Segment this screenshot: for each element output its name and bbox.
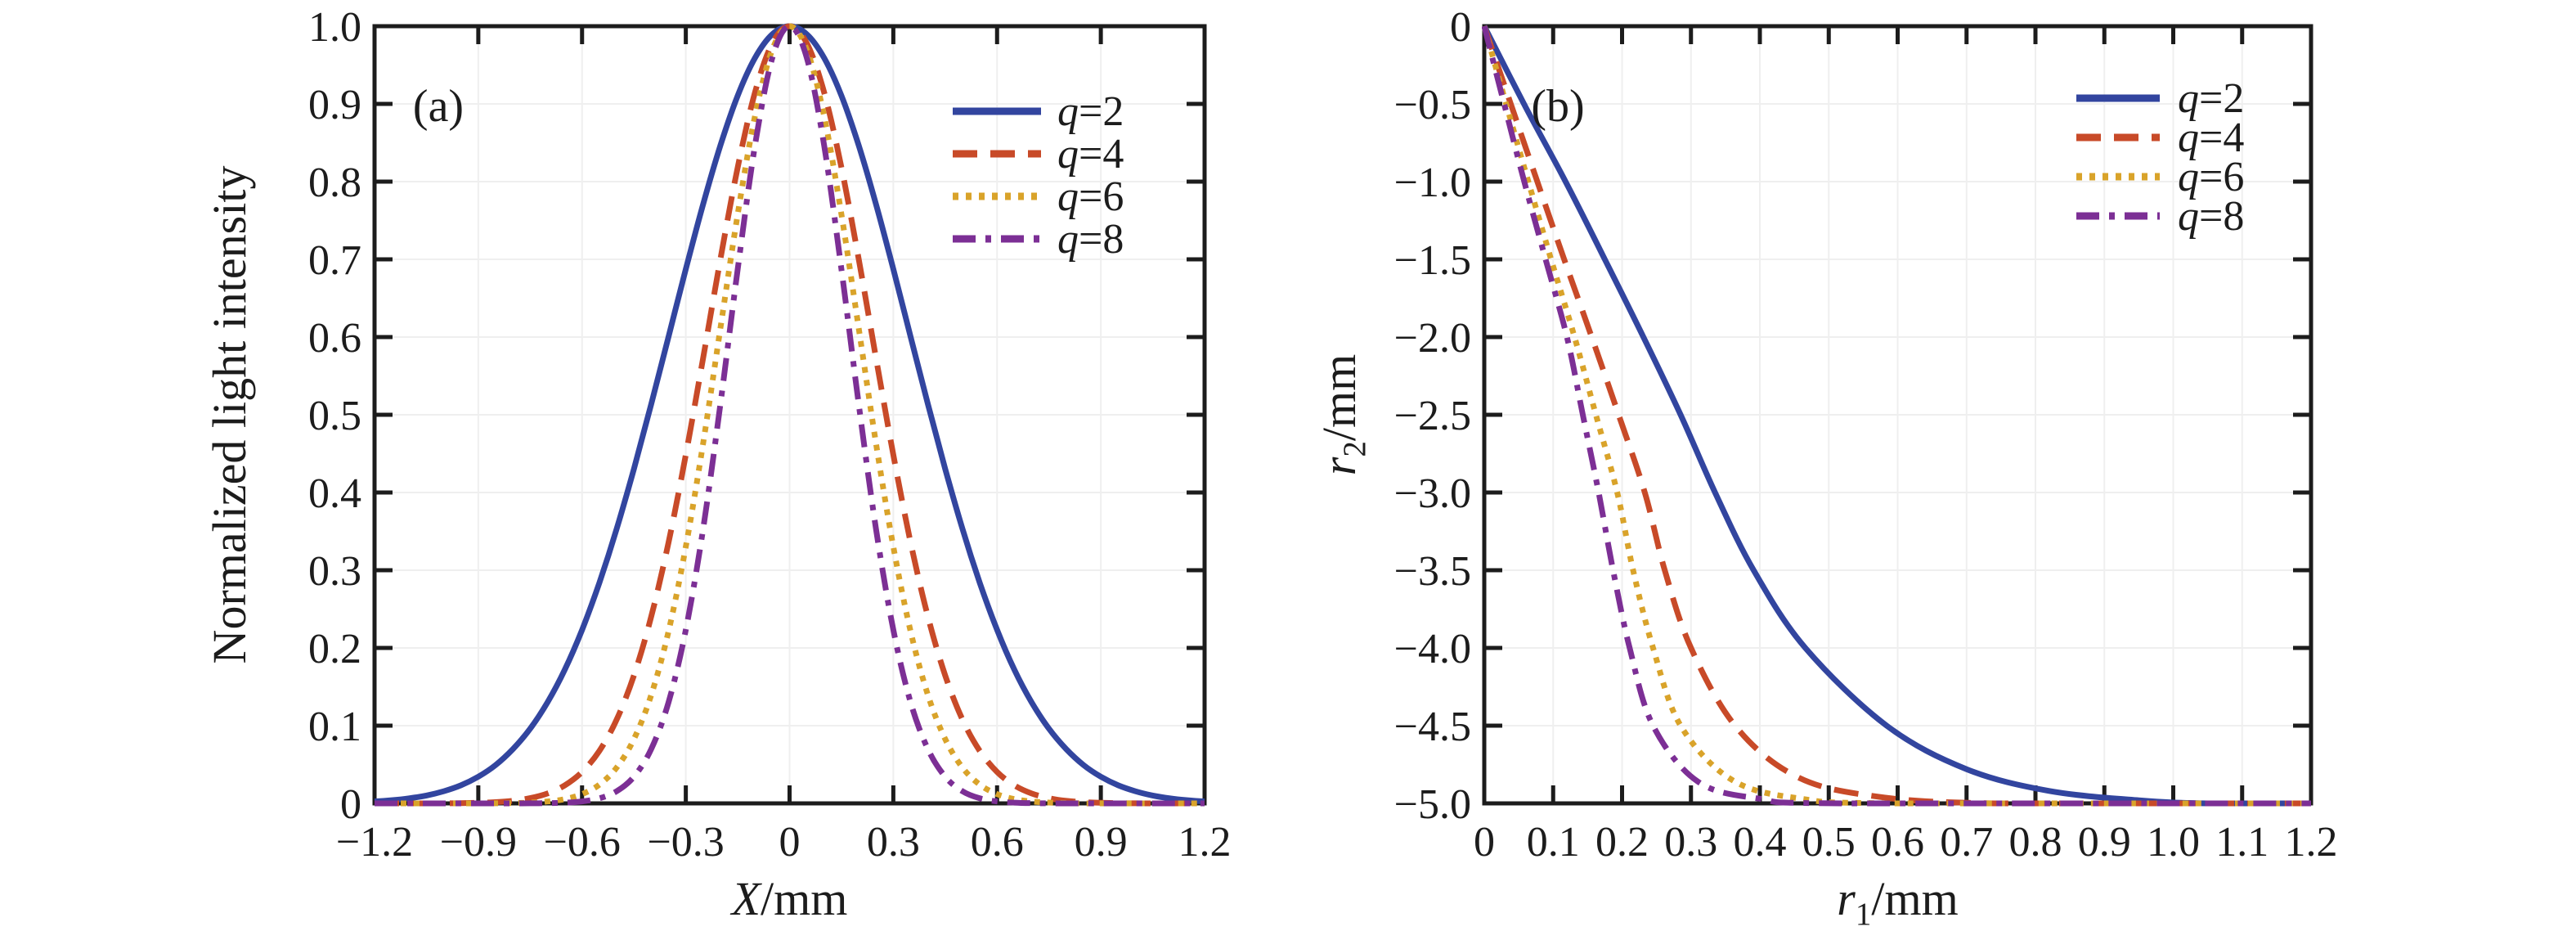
legend-item-q6: q=6 xyxy=(953,173,1124,220)
panel-b-y-axis-title: r2/mm xyxy=(1313,354,1372,475)
legend-item-q4: q=4 xyxy=(953,131,1124,178)
x-tick-label: −1.2 xyxy=(336,819,413,866)
panel-b-curve-q8 xyxy=(1482,25,2311,807)
legend-label: q=8 xyxy=(1057,216,1124,263)
panel-b-curve-q2 xyxy=(1482,25,2311,807)
y-tick-label: 1.0 xyxy=(308,4,361,51)
y-tick-label: 0.6 xyxy=(308,315,361,362)
y-tick-label: 0 xyxy=(1450,4,1471,51)
legend-label: q=6 xyxy=(2178,154,2244,200)
panel-b: 0 0.1 0.2 0.3 0.4 0.5 0.6 0.7 0.8 0.9 1.0 1.1 1.2 0 −0… xyxy=(1313,4,2338,932)
legend-item-q6: q=6 xyxy=(2076,154,2244,200)
panel-a-x-axis-title: X/mm xyxy=(730,872,848,925)
panel-b-x-tick-labels: 0 0.1 0.2 0.3 0.4 0.5 0.6 0.7 0.8 0.9 1.0 1.1 1.2 xyxy=(1474,819,2338,866)
legend-item-q8: q=8 xyxy=(953,216,1124,263)
panel-b-x-axis-title: r1/mm xyxy=(1837,872,1958,932)
panel-b-curves xyxy=(1482,25,2311,807)
y-tick-label: −1.0 xyxy=(1394,160,1471,206)
x-tick-label: 0.8 xyxy=(2009,819,2062,866)
x-tick-label: −0.6 xyxy=(544,819,621,866)
legend-label: q=6 xyxy=(1057,173,1124,220)
x-tick-label: 0.6 xyxy=(971,819,1024,866)
panel-b-curve-q6 xyxy=(1482,25,2311,807)
y-tick-label: 0.1 xyxy=(308,704,361,750)
panel-b-gridlines xyxy=(1484,26,2311,803)
panel-b-y-tick-labels: 0 −0.5 −1.0 −1.5 −2.0 −2.5 −3.0 −3.5 −4.0 −4.5 −5.… xyxy=(1394,4,1471,828)
legend-label: q=2 xyxy=(1057,88,1124,135)
x-tick-label: 0.9 xyxy=(1075,819,1128,866)
y-tick-label: 0.3 xyxy=(308,548,361,595)
panel-a-tag: (a) xyxy=(413,81,464,132)
x-tick-label: 0.7 xyxy=(1940,819,1993,866)
panel-a-curve-q6 xyxy=(374,23,1205,807)
y-tick-label: −4.0 xyxy=(1394,626,1471,672)
y-tick-label: 0.4 xyxy=(308,470,361,517)
y-tick-label: −5.0 xyxy=(1394,781,1471,828)
legend-label: q=4 xyxy=(1057,131,1124,178)
y-tick-label: 0.7 xyxy=(308,237,361,284)
x-tick-label: 0.9 xyxy=(2078,819,2131,866)
y-tick-label: −1.5 xyxy=(1394,237,1471,284)
panel-a-y-axis-title: Normalized light intensity xyxy=(203,166,256,664)
y-tick-label: −0.5 xyxy=(1394,82,1471,128)
panel-a-y-tick-labels: 0 0.1 0.2 0.3 0.4 0.5 0.6 0.7 0.8 0.9 1.0 xyxy=(308,4,361,828)
y-tick-label: −3.0 xyxy=(1394,470,1471,517)
y-tick-label: 0.8 xyxy=(308,160,361,206)
legend-item-q2: q=2 xyxy=(953,88,1124,135)
x-tick-label: 0 xyxy=(1474,819,1495,866)
panel-a-x-tick-labels: −1.2 −0.9 −0.6 −0.3 0 0.3 0.6 0.9 1.2 xyxy=(336,819,1232,866)
y-tick-label: −2.5 xyxy=(1394,393,1471,439)
legend-item-q8: q=8 xyxy=(2076,193,2244,240)
y-tick-label: 0.9 xyxy=(308,82,361,128)
x-tick-label: 1.2 xyxy=(2285,819,2338,866)
x-tick-label: 0.5 xyxy=(1802,819,1856,866)
y-tick-label: −4.5 xyxy=(1394,704,1471,750)
panel-a-curve-q8 xyxy=(374,23,1205,807)
panel-a: −1.2 −0.9 −0.6 −0.3 0 0.3 0.6 0.9 1.200.10.20.30… xyxy=(203,4,1232,925)
x-tick-label: 1.0 xyxy=(2147,819,2200,866)
x-tick-label: −0.9 xyxy=(440,819,517,866)
x-tick-label: −0.3 xyxy=(647,819,724,866)
x-tick-label: 0.4 xyxy=(1734,819,1787,866)
x-tick-label: 1.1 xyxy=(2215,819,2269,866)
legend-label: q=8 xyxy=(2178,193,2244,240)
legend-label: q=4 xyxy=(2178,115,2244,161)
y-tick-label: 0.2 xyxy=(308,626,361,672)
legend-item-q2: q=2 xyxy=(2076,75,2244,122)
x-tick-label: 0.2 xyxy=(1595,819,1649,866)
panel-a-legend: q=2q=4q=6q=8 xyxy=(953,88,1124,263)
panel-b-ticks xyxy=(1484,26,2311,803)
y-tick-label: −2.0 xyxy=(1394,315,1471,362)
panel-b-legend: q=2q=4q=6q=8 xyxy=(2076,75,2244,240)
panel-a-curves xyxy=(374,23,1205,807)
x-tick-label: 0.3 xyxy=(1664,819,1717,866)
x-tick-label: 0.1 xyxy=(1527,819,1580,866)
x-tick-label: 1.2 xyxy=(1178,819,1232,866)
legend-label: q=2 xyxy=(2178,75,2244,122)
panel-b-tag: (b) xyxy=(1531,81,1584,132)
y-tick-label: 0 xyxy=(340,781,361,828)
x-tick-label: 0.3 xyxy=(867,819,920,866)
y-tick-label: −3.5 xyxy=(1394,548,1471,595)
legend-item-q4: q=4 xyxy=(2076,115,2244,161)
panel-a-gridlines xyxy=(375,26,1205,803)
y-tick-label: 0.5 xyxy=(308,393,361,439)
x-tick-label: 0 xyxy=(779,819,801,866)
x-tick-label: 0.6 xyxy=(1871,819,1924,866)
